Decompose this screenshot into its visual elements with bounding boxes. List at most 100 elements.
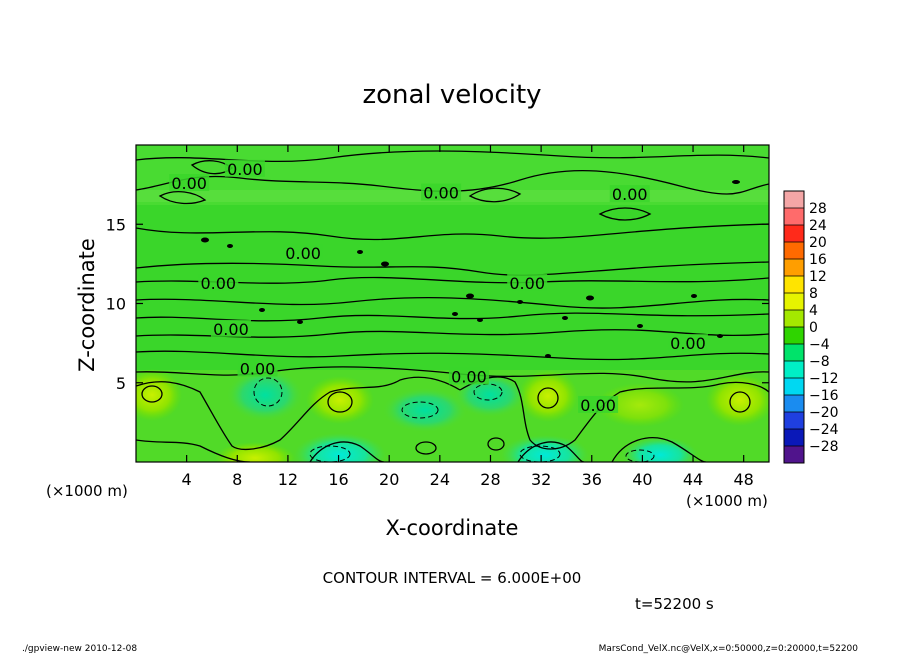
colorbar-segment [784,310,804,328]
noise-speck [586,295,594,301]
contour-label-bg [609,185,650,203]
contour-label-bg [667,334,708,352]
noise-speck [637,324,643,328]
colorbar-segment [784,191,804,209]
noise-speck [732,180,740,184]
contour-label: 0.00 [227,160,263,179]
contour-label: 0.00 [171,174,207,193]
heatmap-field: 0.00 0.00 0.00 0.00 0.00 0.00 0.00 0.00 0.00 0.00… [136,145,769,462]
pos-blob-4 [706,374,769,426]
x-tick-label: 32 [531,470,551,489]
colorbar-label: 0 [809,320,818,336]
colorbar-segment [784,344,804,362]
colorbar-segment [784,208,804,226]
contour-line [136,261,769,276]
x-tick-label: 48 [734,470,754,489]
chart-title: zonal velocity [362,80,541,110]
footer-right: MarsCond_VelX.nc@VelX,x=0:50000,z=0:2000… [599,644,859,654]
colorbar-segment [784,225,804,243]
pos-blob-3 [518,370,578,422]
contour-label-bg [210,319,251,337]
x-tick-label: 36 [582,470,602,489]
noise-specks [201,180,740,358]
contour-label-bg [421,183,462,201]
colorbar-label: −24 [809,422,839,438]
x-tick-label: 40 [632,470,652,489]
colorbar-segment [784,276,804,294]
colorbar-label: −12 [809,371,839,387]
neg-contour-loop [625,449,655,462]
colorbar-segment [784,412,804,430]
contour-label: 0.00 [509,274,545,293]
contour-line [136,350,769,361]
x-tick-label: 20 [379,470,399,489]
x-tick-label: 44 [683,470,703,489]
x-tick-label: 12 [278,470,298,489]
contour-line [598,207,652,221]
contour-label: 0.00 [240,359,276,378]
x-tick-label: 4 [182,470,192,489]
x-tick-label: 24 [430,470,450,489]
y-tick-label: 15 [106,215,126,234]
time-label: t=52200 s [635,595,714,613]
contour-loop [729,391,751,413]
noise-speck [517,300,523,304]
contour-line [158,190,207,205]
noise-speck [717,334,723,338]
contour-loop [537,387,559,409]
noise-speck [691,294,697,298]
x-unit-right: (×1000 m) [686,492,768,510]
colorbar-segment [784,361,804,379]
neg-blob-1 [227,369,303,421]
contour-label-bg [448,367,489,385]
neg-contour-loop [253,377,283,407]
colorbar-label: 4 [809,303,818,319]
neg-contour-loop [401,401,439,419]
contour-label: 0.00 [612,185,648,204]
noise-speck [452,312,458,316]
x-tick-label: 16 [328,470,348,489]
colorbar-label: −4 [809,337,830,353]
x-axis-ticks: 4 8 12 16 20 24 28 32 36 40 44 48 [182,145,754,489]
contour-line [468,187,522,203]
colorbar-segment [784,293,804,311]
colorbar-segment [784,446,804,464]
pos-blob-1 [136,369,182,421]
y-tick-label: 5 [116,374,126,393]
colorbar-label: −20 [809,405,839,421]
colorbar-segment [784,259,804,277]
noise-speck [545,354,551,358]
colorbar-segment [784,429,804,447]
contour-label-bg [578,395,619,413]
neg-contour-loop [309,445,351,462]
contour-label: 0.00 [423,184,459,203]
noise-speck [227,244,233,248]
contour-line [136,296,769,309]
contour-labels: 0.00 0.00 0.00 0.00 0.00 0.00 0.00 0.00 0.00 0.00… [169,159,708,415]
colorbar-segment [784,378,804,396]
contour-loop [487,437,505,451]
contour-label-bg [198,273,239,291]
colorbar-label: −28 [809,439,839,455]
cyan-blob-3 [622,437,698,462]
contour-label: 0.00 [213,320,249,339]
colorbar-label: 12 [809,269,827,285]
contour-label-bg [283,243,324,261]
contour-loop [415,441,437,455]
y-axis-label: Z-coordinate [75,238,99,372]
contour-label-bg [507,273,548,291]
colorbar-label: −16 [809,388,839,404]
contour-loop [141,385,163,403]
contour-line [136,439,251,462]
colorbar-segment [784,395,804,413]
x-tick-label: 8 [232,470,242,489]
neg-contour-loop [519,445,561,462]
contour-label: 0.00 [200,274,236,293]
negative-contours [253,377,655,462]
contour-label-bg [169,174,210,192]
contour-interval: CONTOUR INTERVAL = 6.000E+00 [323,569,582,587]
noise-speck [466,293,474,299]
y-tick-label: 10 [106,295,126,314]
